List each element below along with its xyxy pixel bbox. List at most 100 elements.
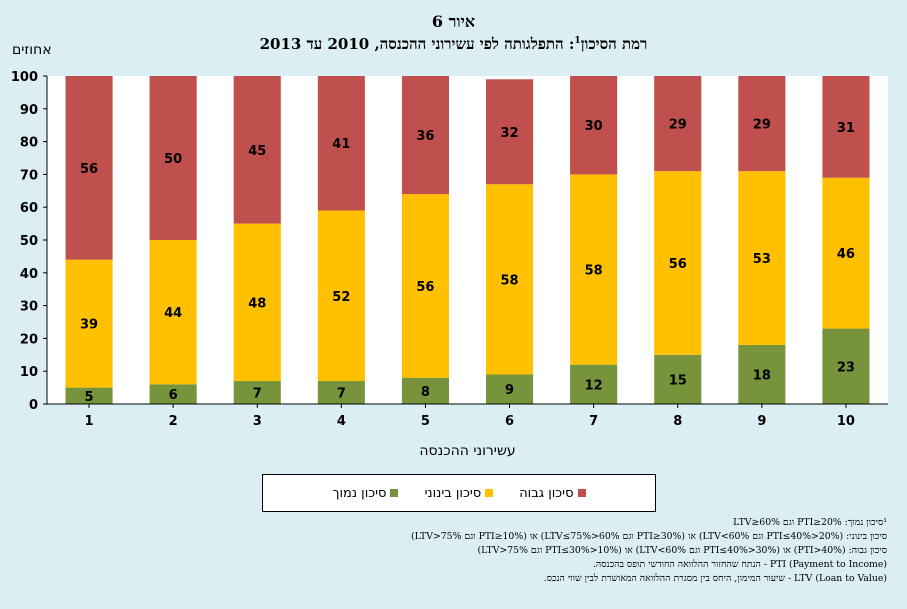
data-label: 7 xyxy=(337,387,346,402)
bar-segment xyxy=(317,381,365,404)
data-label: 31 xyxy=(837,121,855,136)
x-tick-label: 1 xyxy=(85,414,94,429)
legend-item-low: סיכון נמוך xyxy=(332,485,399,501)
x-tick-label: 7 xyxy=(589,414,598,429)
x-tick-label: 10 xyxy=(837,414,855,429)
data-label: 56 xyxy=(669,257,687,272)
data-label: 46 xyxy=(837,247,855,262)
chart-title: רמת הסיכון1: התפלגותה לפי עשירוני ההכנסה… xyxy=(0,35,907,54)
bar-segment xyxy=(738,344,786,404)
data-label: 53 xyxy=(753,252,771,267)
data-label: 48 xyxy=(248,296,266,311)
data-label: 8 xyxy=(421,385,430,400)
legend-item-high: סיכון גבוה xyxy=(519,485,586,501)
legend-label-medium: סיכון בינוני xyxy=(424,485,482,501)
footnote-low-risk: ¹סיכון נמוך: PTI≥20% וגם LTV≥60% xyxy=(733,517,887,528)
data-label: 39 xyxy=(80,318,98,333)
data-label: 7 xyxy=(253,387,262,402)
data-label: 9 xyxy=(505,383,514,398)
data-label: 18 xyxy=(753,368,771,383)
figure-number: איור 6 xyxy=(431,12,476,31)
footnote-medium-risk: סיכון בינוני: (20%<PTI≤40% וגם LTV<60%) … xyxy=(410,531,887,542)
y-tick-label: 40 xyxy=(20,267,38,282)
y-tick-label: 80 xyxy=(20,136,38,151)
y-tick-label: 100 xyxy=(11,70,38,85)
y-tick-label: 30 xyxy=(20,300,38,315)
data-label: 56 xyxy=(80,162,98,177)
x-tick-label: 3 xyxy=(253,414,262,429)
bar-segment xyxy=(822,177,870,329)
bar-segment xyxy=(738,171,786,345)
y-tick-label: 0 xyxy=(29,398,38,413)
y-tick-label: 20 xyxy=(20,332,38,347)
bar-segment xyxy=(401,194,449,378)
data-label: 36 xyxy=(416,129,434,144)
footnotes: ¹סיכון נמוך: PTI≥20% וגם LTV≥60% סיכון ב… xyxy=(17,516,887,586)
data-label: 23 xyxy=(837,360,855,375)
data-label: 50 xyxy=(164,152,182,167)
chart-title-main: רמת הסיכון xyxy=(580,35,648,53)
bar-segment xyxy=(654,171,702,355)
legend-swatch-high xyxy=(577,489,586,497)
bar-segment xyxy=(654,354,702,404)
data-label: 41 xyxy=(332,137,350,152)
bar-segment xyxy=(149,240,197,385)
legend-label-high: סיכון גבוה xyxy=(519,485,574,501)
bar-segment xyxy=(570,76,618,175)
y-tick-label: 60 xyxy=(20,201,38,216)
y-tick-label: 50 xyxy=(20,234,38,249)
data-label: 56 xyxy=(416,280,434,295)
bar-segment xyxy=(233,381,281,404)
bar-segment xyxy=(65,259,113,388)
legend: סיכון גבוה סיכון בינוני סיכון נמוך xyxy=(262,474,656,512)
data-label: 58 xyxy=(501,273,519,288)
y-tick-label: 90 xyxy=(20,103,38,118)
bar-segment xyxy=(570,364,618,404)
data-label: 29 xyxy=(753,118,771,133)
x-tick-label: 2 xyxy=(169,414,178,429)
data-label: 15 xyxy=(669,373,687,388)
data-label: 12 xyxy=(585,378,603,393)
data-label: 30 xyxy=(585,119,603,134)
legend-swatch-medium xyxy=(485,489,494,497)
bar-segment xyxy=(486,79,534,185)
data-label: 6 xyxy=(169,388,178,403)
bar-segment xyxy=(233,223,281,382)
y-tick-label: 70 xyxy=(20,168,38,183)
y-axis-label: אחוזים xyxy=(12,42,52,58)
legend-swatch-low xyxy=(390,489,399,497)
bar-segment xyxy=(738,76,786,172)
bar-segment xyxy=(570,174,618,365)
x-tick-label: 4 xyxy=(337,414,346,429)
footnote-marker: 1 xyxy=(574,36,581,46)
data-label: 52 xyxy=(332,290,350,305)
footnote-ltv: LTV (Loan to Value) - שיעור המימון, היחס… xyxy=(543,573,887,584)
footnote-pti: PTI (Payment to Income) - הנתח שהחזור הה… xyxy=(592,559,887,570)
legend-label-low: סיכון נמוך xyxy=(332,485,387,501)
data-label: 44 xyxy=(164,306,182,321)
bar-segment xyxy=(233,76,281,224)
x-axis-label: עשירוני ההכנסה xyxy=(419,443,515,459)
data-label: 45 xyxy=(248,144,266,159)
data-label: 58 xyxy=(585,264,603,279)
stacked-bar-chart: 5395616445027484537524148563659583261258… xyxy=(11,70,888,459)
x-tick-label: 9 xyxy=(757,414,766,429)
footnote-high-risk: סיכון גבוה: (PTI>40%) או (30%<PTI≤40% וג… xyxy=(477,545,887,556)
bar-segment xyxy=(401,76,449,195)
x-tick-label: 6 xyxy=(505,414,514,429)
data-label: 32 xyxy=(501,126,519,141)
bar-segment xyxy=(822,76,870,178)
chart-title-rest: : התפלגותה לפי עשירוני ההכנסה, 2010 עד 2… xyxy=(259,35,575,53)
bar-segment xyxy=(65,387,113,404)
bar-segment xyxy=(486,374,534,404)
y-tick-label: 10 xyxy=(20,365,38,380)
x-tick-label: 8 xyxy=(673,414,682,429)
bar-segment xyxy=(317,76,365,211)
data-label: 29 xyxy=(669,118,687,133)
data-label: 5 xyxy=(85,390,94,405)
bar-segment xyxy=(65,76,113,260)
bar-segment xyxy=(149,76,197,240)
legend-item-medium: סיכון בינוני xyxy=(424,485,494,501)
bar-segment xyxy=(654,76,702,172)
bar-segment xyxy=(317,210,365,382)
